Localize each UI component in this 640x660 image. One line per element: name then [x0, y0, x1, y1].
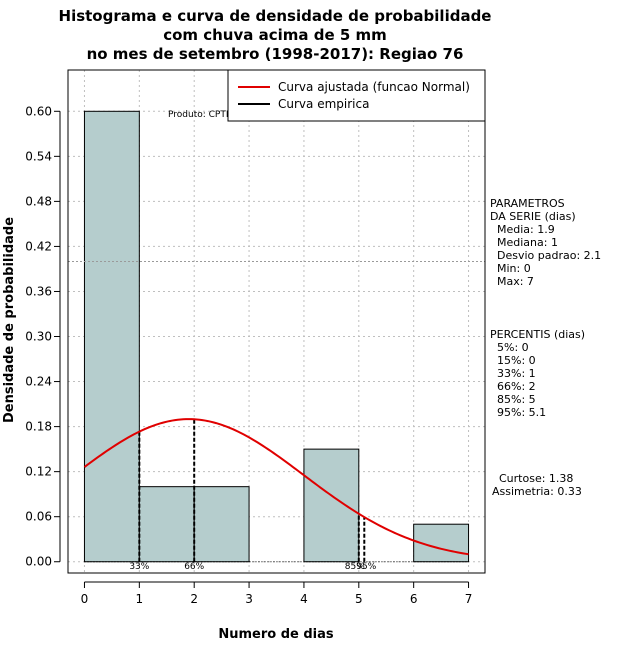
x-axis: 0 1 2 3 4 5 6 7 [81, 581, 473, 606]
x-tick-label: 7 [465, 592, 473, 606]
y-tick-label: 0.54 [25, 149, 52, 163]
parametros-line: Max: 7 [490, 275, 534, 288]
percentile-label: 85% [345, 562, 365, 572]
x-tick-label: 5 [355, 592, 363, 606]
x-axis-label: Numero de dias [218, 627, 334, 642]
title-line-1: Histograma e curva de densidade de proba… [59, 7, 492, 25]
percentile-label: 95% [356, 562, 376, 572]
percentis-line: 95%: 5.1 [490, 406, 546, 419]
percentile-label: 66% [184, 562, 204, 572]
y-tick-label: 0.30 [25, 330, 52, 344]
y-tick-label: 0.36 [25, 284, 52, 298]
stats-line: Curtose: 1.38 [492, 472, 573, 485]
y-tick-label: 0.42 [25, 239, 52, 253]
percentis-line: PERCENTIS (dias) [490, 328, 585, 341]
parametros-line: Media: 1.9 [490, 223, 555, 236]
x-tick-label: 4 [300, 592, 308, 606]
histogram-bar [303, 448, 360, 563]
x-tick-label: 2 [190, 592, 198, 606]
percentis-block: PERCENTIS (dias) 5%: 0 15%: 0 33%: 1 66%… [490, 328, 585, 419]
y-tick-label: 0.00 [25, 555, 52, 569]
x-tick-label: 1 [136, 592, 144, 606]
product-label: Produto: CPTEC/INPE [168, 110, 262, 120]
legend-label-normal: Curva ajustada (funcao Normal) [278, 80, 470, 94]
y-tick-label: 0.12 [25, 465, 52, 479]
percentis-line: 66%: 2 [490, 380, 536, 393]
percentis-line: 15%: 0 [490, 354, 536, 367]
parametros-line: Desvio padrao: 2.1 [490, 249, 601, 262]
y-axis-label: Densidade de probabilidade [2, 217, 17, 423]
y-tick-label: 0.48 [25, 194, 52, 208]
stats-block: Curtose: 1.38 Assimetria: 0.33 [492, 472, 582, 498]
x-tick-label: 0 [81, 592, 89, 606]
stats-line: Assimetria: 0.33 [492, 485, 582, 498]
normal-curve [83, 418, 469, 556]
percentis-line: 33%: 1 [490, 367, 536, 380]
percentile-label: 33% [129, 562, 149, 572]
title-line-2: com chuva acima de 5 mm [163, 26, 387, 44]
y-tick-label: 0.18 [25, 420, 52, 434]
y-tick-label: 0.24 [25, 375, 52, 389]
percentile-lines: 33% 66% 85%95% [129, 419, 377, 572]
parametros-line: DA SERIE (dias) [490, 210, 576, 223]
parametros-block: PARAMETROS DA SERIE (dias) Media: 1.9 Me… [490, 197, 601, 288]
histogram-bars [83, 110, 470, 563]
parametros-line: Mediana: 1 [490, 236, 558, 249]
normal-curve-line [83, 418, 469, 556]
histogram-bar [83, 110, 140, 563]
percentis-line: 85%: 5 [490, 393, 536, 406]
x-tick-label: 6 [410, 592, 418, 606]
x-tick-label: 3 [245, 592, 253, 606]
legend: Curva ajustada (funcao Normal) Curva emp… [227, 69, 486, 122]
y-tick-label: 0.60 [25, 104, 52, 118]
parametros-line: Min: 0 [490, 262, 531, 275]
histogram-bar [138, 486, 195, 563]
y-axis: 0.00 0.06 0.12 0.18 0.24 0.30 0.36 0.42 0.48 0.54… [25, 104, 61, 569]
legend-label-empirical: Curva empirica [278, 97, 369, 111]
histogram-bar [193, 486, 250, 563]
legend-box [227, 69, 486, 122]
title-line-3: no mes de setembro (1998-2017): Regiao 7… [87, 45, 464, 63]
chart-title: Histograma e curva de densidade de proba… [59, 7, 492, 63]
side-panel: PARAMETROS DA SERIE (dias) Media: 1.9 Me… [490, 197, 601, 498]
y-tick-label: 0.06 [25, 510, 52, 524]
percentis-line: 5%: 0 [490, 341, 529, 354]
parametros-line: PARAMETROS [490, 197, 565, 210]
